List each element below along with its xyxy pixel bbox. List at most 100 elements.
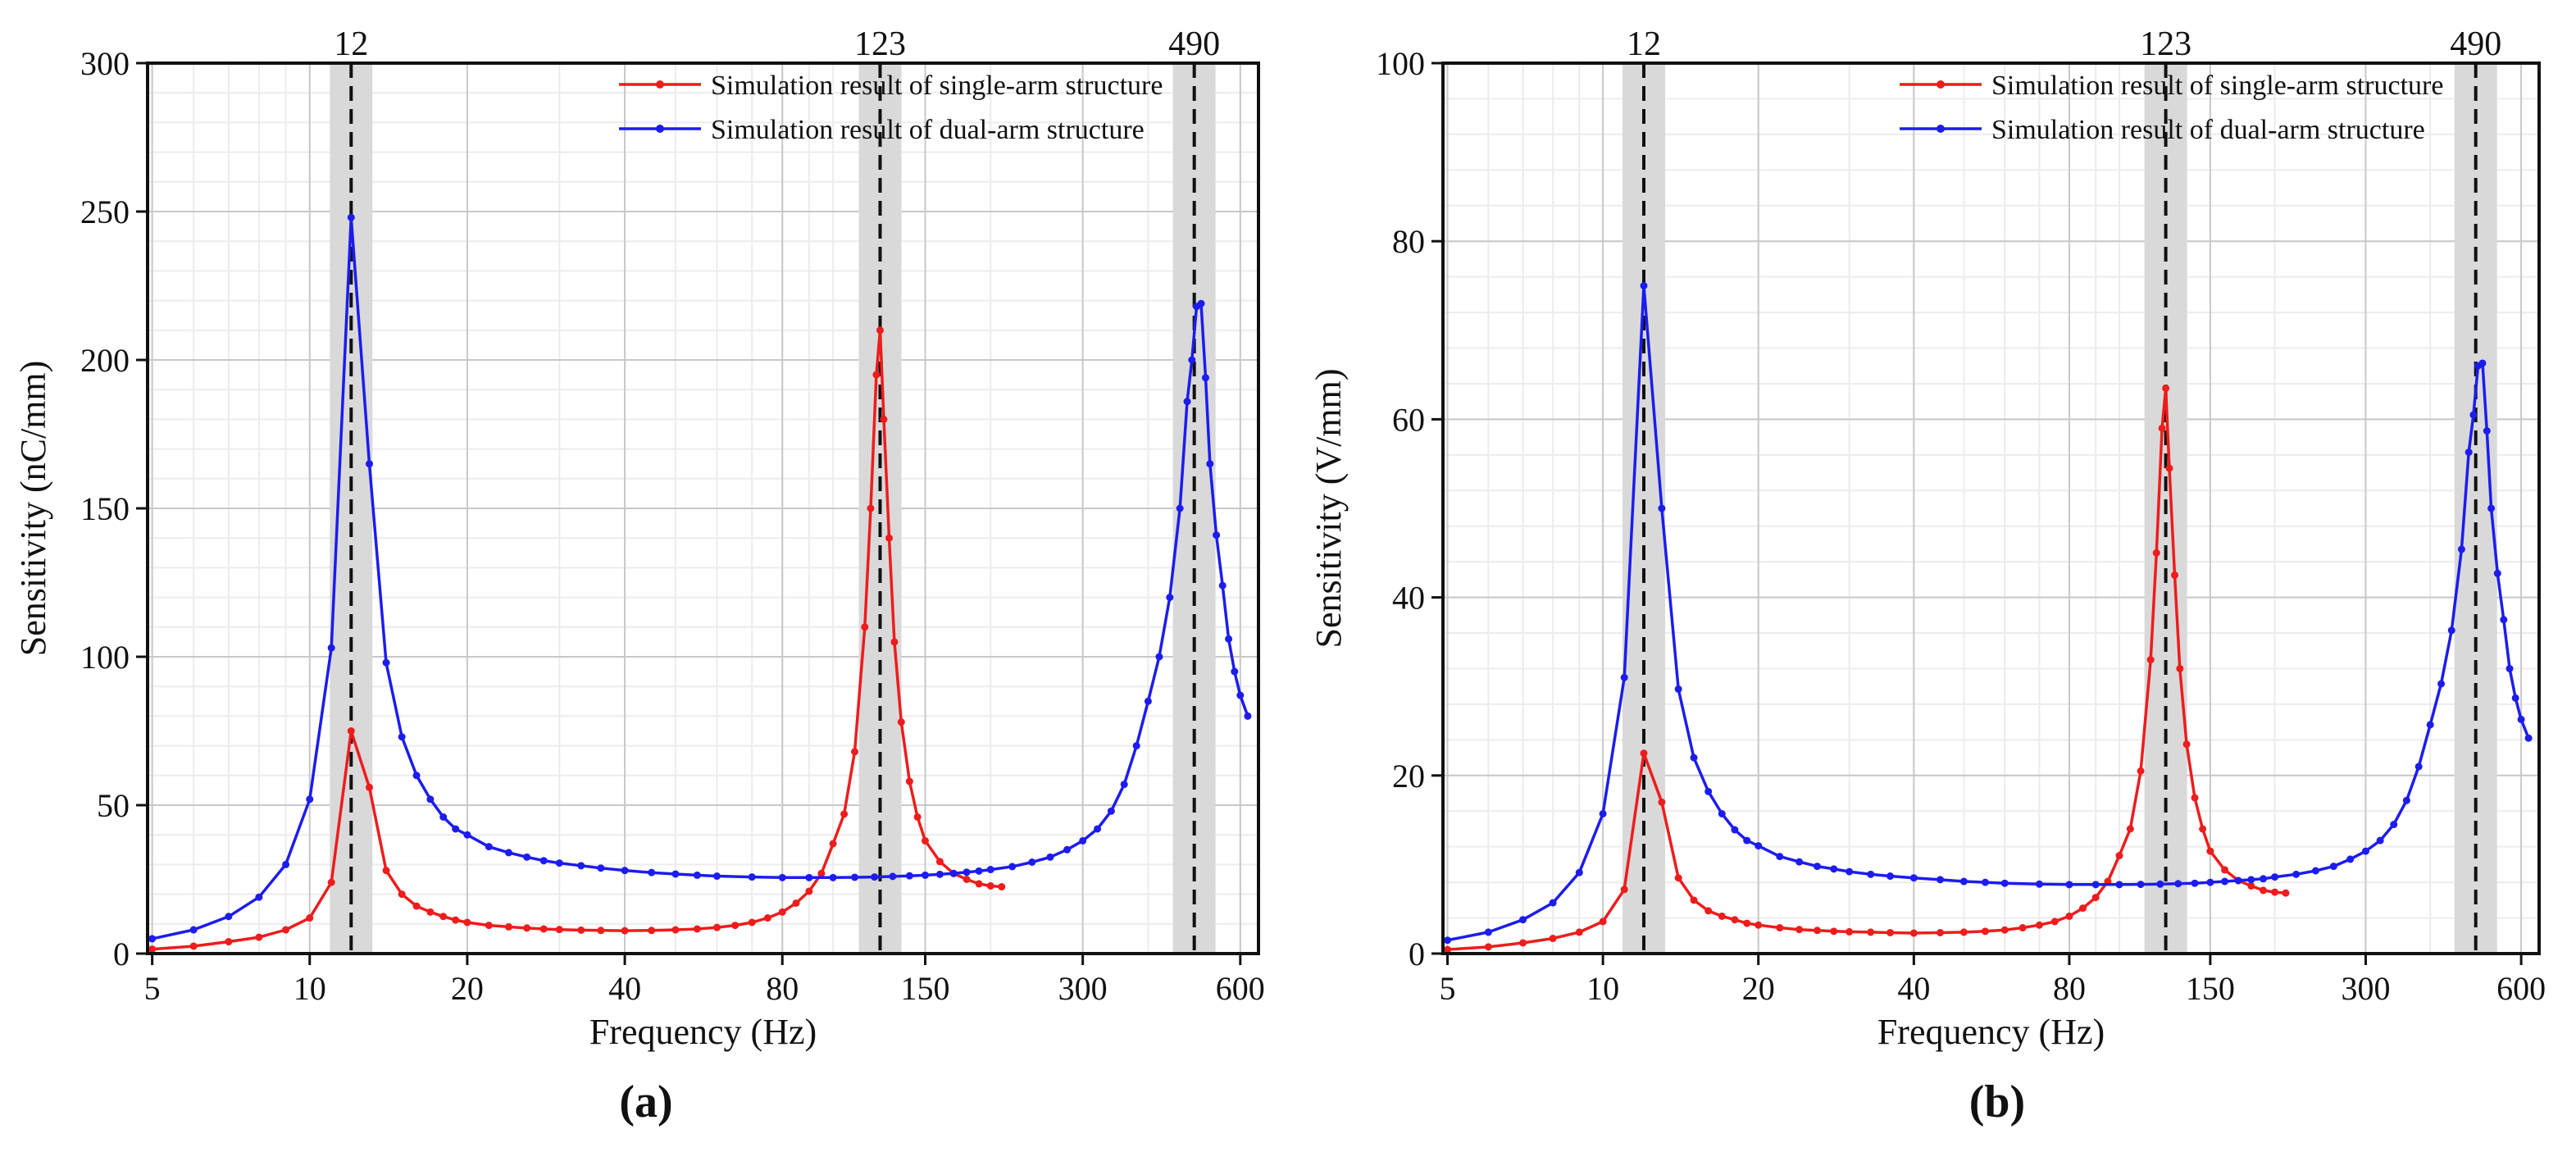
data-point	[621, 927, 629, 935]
y-tick-label: 150	[80, 490, 130, 527]
data-point	[712, 872, 721, 881]
data-point	[1166, 594, 1174, 602]
data-point	[867, 504, 875, 512]
data-point	[2165, 464, 2173, 472]
data-point	[1937, 876, 1945, 884]
data-point	[1620, 886, 1628, 894]
data-point	[905, 872, 913, 880]
data-point	[921, 836, 929, 845]
data-point	[876, 326, 884, 335]
data-point	[2447, 626, 2455, 635]
data-point	[2199, 825, 2207, 833]
data-point	[1213, 531, 1221, 540]
data-point	[2137, 881, 2145, 889]
chart-panel-b: 12 123 490 0 20 40 60 80 100 5 10 20 40 80 150 300 600 Fr…	[1308, 25, 2546, 1127]
data-point	[2018, 924, 2027, 932]
data-point	[840, 810, 849, 818]
data-point	[1704, 907, 1713, 915]
data-point	[225, 938, 233, 946]
data-point	[2437, 680, 2446, 688]
data-point	[2158, 424, 2166, 432]
data-point	[1846, 927, 1854, 936]
x-axis-label: Frequency (Hz)	[1877, 1012, 2105, 1052]
data-point	[1959, 928, 1968, 936]
data-point	[1937, 928, 1945, 936]
chart-panel-a: 12 123 490 0 50 100 150 200 250 300 5 10 20 40 80 150 30…	[13, 25, 1265, 1127]
data-point	[539, 857, 548, 865]
data-point	[2311, 867, 2319, 875]
y-axis-label: Sensitivity (V/mm)	[1308, 369, 1349, 649]
data-point	[1830, 865, 1838, 873]
data-point	[1674, 874, 1682, 882]
data-point	[889, 872, 897, 881]
data-point	[648, 868, 656, 877]
y-tick-label: 250	[80, 194, 130, 230]
data-point	[1484, 943, 1492, 951]
data-point	[1731, 826, 1739, 834]
data-point	[1599, 809, 1607, 817]
data-point	[829, 840, 837, 848]
data-point	[2191, 794, 2199, 802]
peak-label-490: 490	[2450, 25, 2501, 63]
data-point	[872, 371, 881, 379]
x-tick-label: 5	[1440, 970, 1456, 1007]
y-axis-label: Sensitivity (nC/mm)	[13, 361, 53, 657]
legend-label: Simulation result of single-arm structur…	[1991, 71, 2443, 101]
data-point	[817, 869, 826, 877]
data-point	[1718, 809, 1726, 817]
x-tick-label: 600	[1216, 970, 1265, 1007]
data-point	[382, 658, 390, 667]
data-point	[1120, 781, 1128, 789]
data-point	[1107, 807, 1115, 815]
legend-label: Simulation result of single-arm structur…	[711, 71, 1163, 101]
data-point	[1776, 924, 1784, 932]
peak-label-12: 12	[334, 25, 368, 63]
data-point	[712, 923, 721, 931]
data-point	[327, 878, 335, 886]
data-point	[885, 534, 894, 542]
data-point	[2247, 876, 2255, 884]
data-point	[2221, 866, 2229, 874]
data-point	[539, 925, 548, 933]
data-point	[671, 870, 680, 878]
data-point	[763, 914, 771, 922]
data-point	[1132, 742, 1140, 750]
data-point	[485, 922, 493, 930]
data-point	[2176, 664, 2184, 672]
data-point	[148, 945, 157, 954]
data-point	[412, 902, 421, 910]
x-tick-label: 20	[451, 970, 484, 1007]
data-point	[1755, 921, 1763, 929]
data-point	[306, 795, 314, 804]
data-point	[306, 914, 314, 922]
data-point	[1218, 581, 1227, 590]
data-point	[2234, 877, 2242, 885]
data-point	[1886, 928, 1895, 936]
data-point	[523, 853, 531, 861]
data-point	[2292, 870, 2301, 878]
data-point	[2390, 821, 2398, 829]
data-point	[1484, 928, 1492, 936]
panel-label: (b)	[1969, 1077, 2025, 1127]
data-point	[986, 881, 994, 890]
x-tick-label: 10	[294, 970, 326, 1007]
data-point	[2137, 767, 2145, 775]
data-point	[398, 733, 406, 741]
data-point	[975, 880, 983, 888]
data-point	[905, 777, 913, 785]
data-point	[327, 644, 335, 652]
data-point	[2091, 881, 2100, 889]
data-point	[880, 415, 888, 423]
data-point	[463, 918, 471, 927]
data-point	[1197, 299, 1205, 307]
data-point	[1094, 825, 1102, 833]
data-point	[731, 922, 740, 930]
data-point	[693, 871, 701, 879]
data-point	[2524, 734, 2533, 742]
data-point	[1549, 935, 1557, 943]
legend-entry-dual-arm: Simulation result of dual-arm structure	[619, 115, 1145, 145]
data-point	[523, 924, 531, 932]
data-point	[1155, 653, 1163, 661]
x-tick-label: 80	[2053, 970, 2086, 1007]
